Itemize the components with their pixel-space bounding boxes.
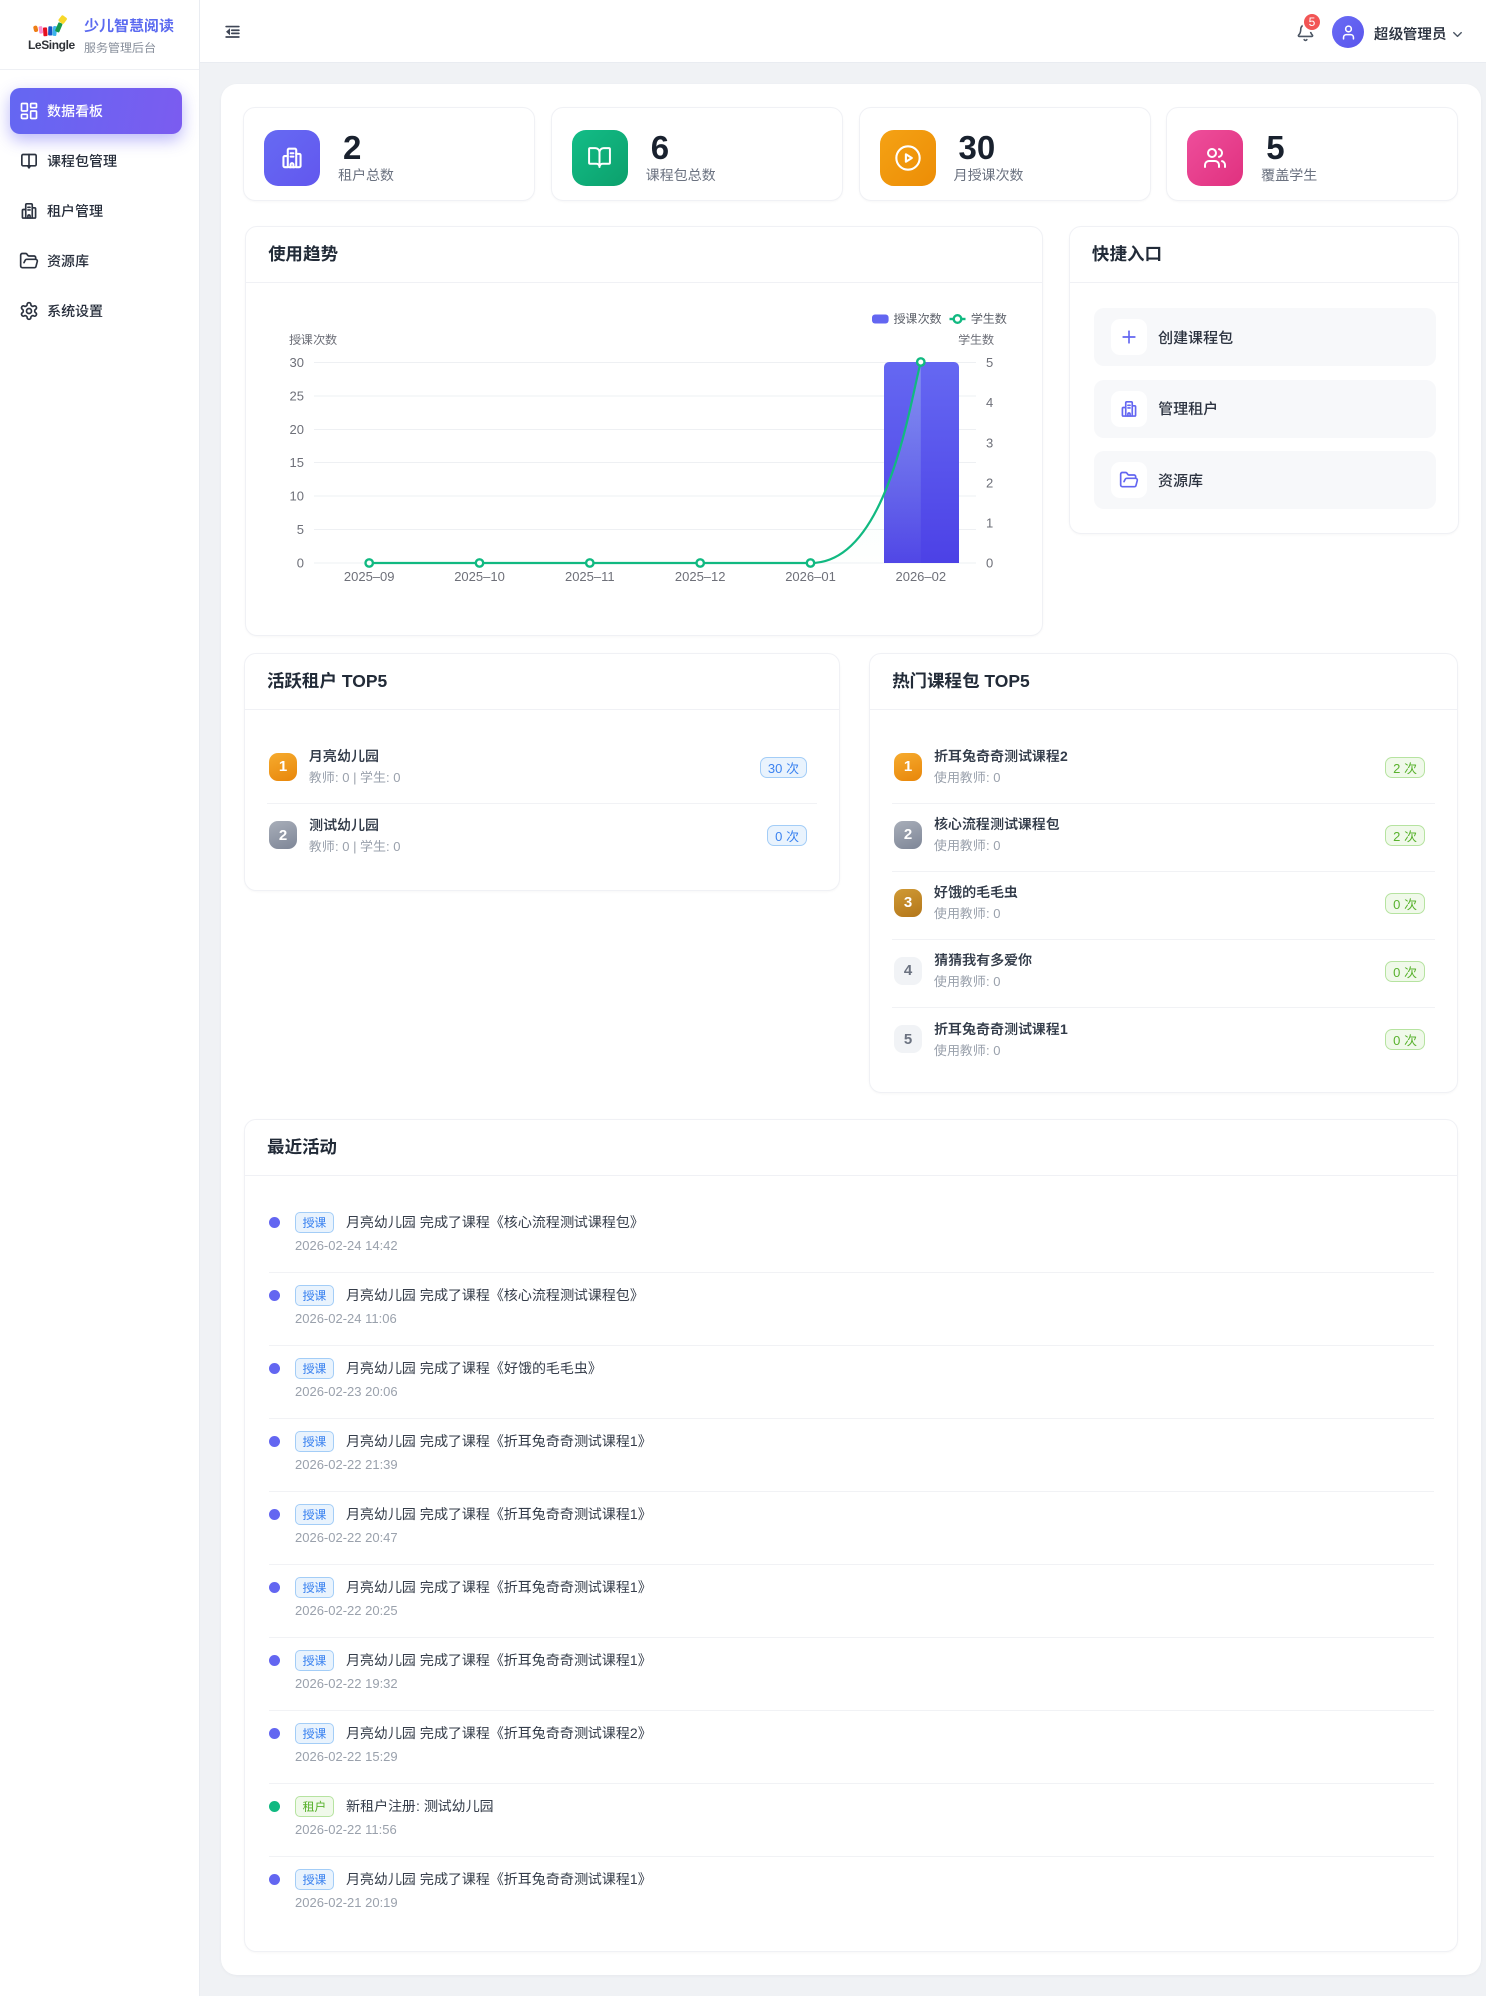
svg-text:4: 4 bbox=[986, 395, 993, 410]
svg-text:2025–10: 2025–10 bbox=[454, 569, 505, 584]
svg-text:2025–09: 2025–09 bbox=[344, 569, 395, 584]
svg-text:学生数: 学生数 bbox=[958, 333, 994, 347]
svg-text:30: 30 bbox=[290, 355, 304, 370]
svg-text:2025–11: 2025–11 bbox=[565, 569, 615, 584]
svg-text:15: 15 bbox=[290, 455, 304, 470]
svg-text:0: 0 bbox=[297, 556, 304, 571]
svg-text:2026–01: 2026–01 bbox=[785, 569, 836, 584]
svg-text:3: 3 bbox=[986, 435, 993, 450]
svg-text:0: 0 bbox=[986, 556, 993, 571]
svg-text:5: 5 bbox=[986, 355, 993, 370]
svg-text:20: 20 bbox=[290, 422, 304, 437]
svg-text:学生数: 学生数 bbox=[971, 312, 1007, 326]
svg-text:2025–12: 2025–12 bbox=[675, 569, 726, 584]
svg-text:授课次数: 授课次数 bbox=[894, 312, 942, 326]
svg-text:授课次数: 授课次数 bbox=[289, 333, 337, 347]
svg-text:2026–02: 2026–02 bbox=[895, 569, 946, 584]
svg-text:10: 10 bbox=[290, 489, 304, 504]
svg-text:5: 5 bbox=[297, 522, 304, 537]
svg-text:1: 1 bbox=[986, 516, 993, 531]
svg-text:25: 25 bbox=[290, 389, 304, 404]
svg-text:2: 2 bbox=[986, 476, 993, 491]
